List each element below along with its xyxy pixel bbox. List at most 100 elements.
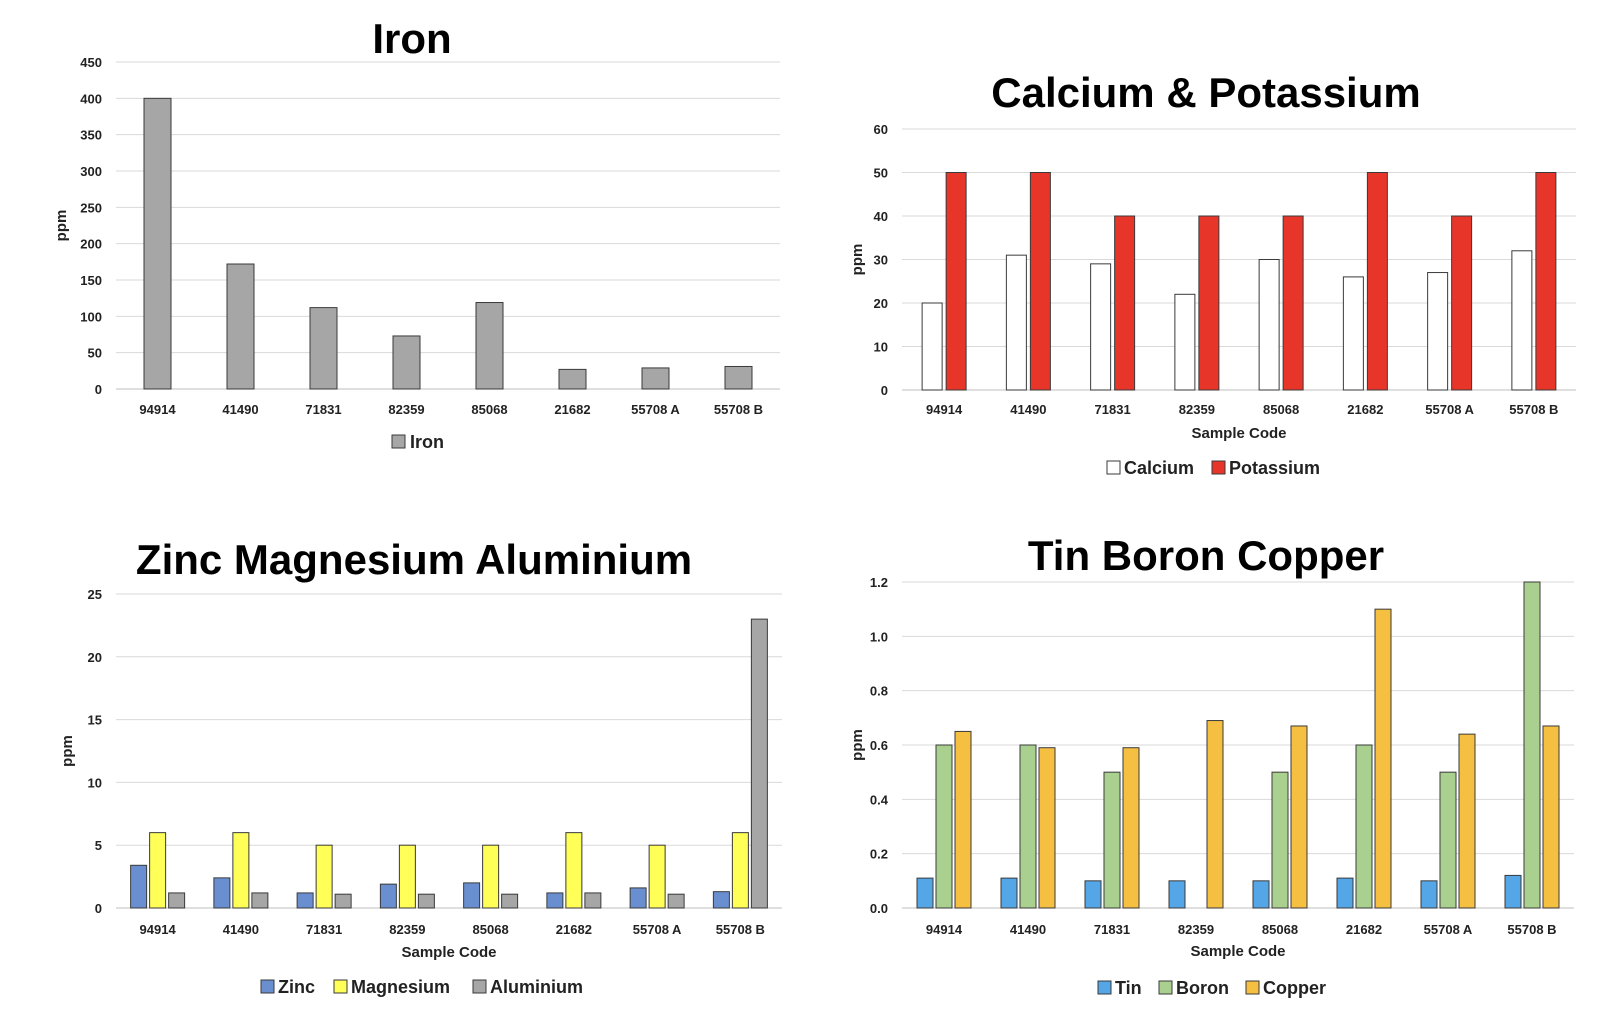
x-tick-label: 82359 bbox=[1179, 402, 1215, 417]
bar-boron-21682 bbox=[1355, 744, 1373, 909]
bar-copper-55708-b bbox=[1542, 725, 1560, 909]
bar-zinc-55708-a bbox=[629, 887, 647, 909]
bar-magnesium-71831 bbox=[315, 844, 333, 909]
y-tick-label: 1.2 bbox=[870, 575, 888, 590]
y-tick-label: 250 bbox=[80, 200, 102, 215]
legend-label-tin: Tin bbox=[1115, 978, 1142, 998]
bar-zinc-21682 bbox=[546, 892, 564, 909]
y-axis-label: ppm bbox=[59, 735, 76, 767]
y-axis-label: ppm bbox=[849, 729, 866, 761]
chart-iron: Iron 0 50 100 150 200 250 300 350 400 450 ppm 94914 4… bbox=[53, 15, 780, 452]
y-tick-label: 10 bbox=[874, 340, 888, 355]
y-tick-label: 350 bbox=[80, 128, 102, 143]
y-tick-label: 0 bbox=[881, 383, 888, 398]
bar-boron-55708-b bbox=[1523, 581, 1541, 909]
y-tick-label: 10 bbox=[88, 775, 102, 790]
bar-calcium-21682 bbox=[1342, 276, 1364, 391]
y-tick-label: 5 bbox=[95, 838, 102, 853]
bar-magnesium-82359 bbox=[398, 844, 416, 909]
x-tick-label: 71831 bbox=[1094, 922, 1130, 937]
legend-swatch-copper bbox=[1245, 980, 1260, 995]
x-tick-label: 41490 bbox=[222, 402, 258, 417]
bar-tin-82359 bbox=[1168, 880, 1186, 909]
bar-copper-85068 bbox=[1290, 725, 1308, 909]
bar-zinc-71831 bbox=[296, 892, 314, 909]
y-tick-label: 100 bbox=[80, 309, 102, 324]
x-tick-label: 21682 bbox=[1346, 922, 1382, 937]
bar-tin-94914 bbox=[916, 877, 934, 909]
bar-potassium-85068 bbox=[1282, 215, 1304, 391]
y-tick-label: 30 bbox=[874, 253, 888, 268]
bar-calcium-82359 bbox=[1174, 293, 1196, 391]
y-tick-label: 20 bbox=[88, 650, 102, 665]
bar-zinc-82359 bbox=[379, 883, 397, 909]
bar-potassium-71831 bbox=[1114, 215, 1136, 391]
y-tick-label: 300 bbox=[80, 164, 102, 179]
y-axis-label: ppm bbox=[849, 244, 866, 276]
legend-label-calcium: Calcium bbox=[1124, 458, 1194, 478]
bar-iron-55708-b bbox=[724, 365, 753, 390]
bar-copper-55708-a bbox=[1458, 733, 1476, 909]
bar-aluminium-85068 bbox=[501, 893, 519, 909]
chart-title: Zinc Magnesium Aluminium bbox=[136, 536, 692, 583]
x-tick-label: 85068 bbox=[1263, 402, 1299, 417]
bar-boron-94914 bbox=[935, 744, 953, 909]
bar-potassium-55708-a bbox=[1451, 215, 1473, 391]
legend-swatch-calcium bbox=[1106, 460, 1121, 475]
bar-potassium-94914 bbox=[945, 172, 967, 391]
x-tick-label: 55708 A bbox=[633, 922, 682, 937]
y-tick-label: 20 bbox=[874, 296, 888, 311]
x-tick-label: 82359 bbox=[388, 402, 424, 417]
y-tick-label: 0.6 bbox=[870, 738, 888, 753]
bar-potassium-41490 bbox=[1029, 172, 1051, 391]
legend-label-boron: Boron bbox=[1176, 978, 1229, 998]
x-tick-label: 94914 bbox=[139, 402, 176, 417]
bar-aluminium-94914 bbox=[168, 892, 186, 909]
x-axis-label: Sample Code bbox=[401, 944, 496, 961]
x-tick-label: 82359 bbox=[389, 922, 425, 937]
bar-aluminium-55708-b bbox=[750, 618, 768, 909]
x-tick-label: 41490 bbox=[1010, 922, 1046, 937]
bar-calcium-55708-b bbox=[1511, 250, 1533, 391]
chart-title: Tin Boron Copper bbox=[1028, 532, 1384, 579]
bar-aluminium-82359 bbox=[417, 893, 435, 909]
bar-aluminium-55708-a bbox=[667, 893, 685, 909]
bar-calcium-85068 bbox=[1258, 259, 1280, 391]
x-tick-label: 55708 B bbox=[1509, 402, 1558, 417]
legend-label-magnesium: Magnesium bbox=[351, 977, 450, 997]
x-tick-label: 82359 bbox=[1178, 922, 1214, 937]
x-axis-label: Sample Code bbox=[1190, 943, 1285, 960]
legend-swatch-tin bbox=[1097, 980, 1112, 995]
bar-copper-41490 bbox=[1038, 747, 1056, 909]
bar-copper-94914 bbox=[954, 730, 972, 909]
bar-tin-41490 bbox=[1000, 877, 1018, 909]
bar-iron-41490 bbox=[226, 263, 255, 390]
y-tick-label: 50 bbox=[88, 346, 102, 361]
x-tick-label: 55708 B bbox=[1507, 922, 1556, 937]
chart-zinc-magnesium-aluminium: Zinc Magnesium Aluminium 0 5 10 15 20 25 ppm 949… bbox=[59, 536, 782, 997]
y-tick-label: 15 bbox=[88, 713, 102, 728]
legend-swatch-boron bbox=[1158, 980, 1173, 995]
bar-iron-82359 bbox=[392, 335, 421, 390]
x-tick-label: 71831 bbox=[305, 402, 341, 417]
legend-swatch-aluminium bbox=[472, 979, 487, 994]
bar-calcium-55708-a bbox=[1427, 272, 1449, 391]
y-tick-label: 450 bbox=[80, 55, 102, 70]
chart-tin-boron-copper: Tin Boron Copper 0.0 0.2 0.4 0.6 0.8 1.0 1.2 ppm… bbox=[849, 532, 1574, 998]
bar-iron-21682 bbox=[558, 368, 587, 390]
y-tick-label: 0.8 bbox=[870, 684, 888, 699]
bar-iron-85068 bbox=[475, 302, 504, 390]
x-tick-label: 94914 bbox=[926, 922, 963, 937]
bar-tin-71831 bbox=[1084, 880, 1102, 909]
chart-calcium-potassium: Calcium & Potassium 0 10 20 30 40 50 60 ppm 94914… bbox=[849, 69, 1576, 478]
bar-magnesium-85068 bbox=[482, 844, 500, 909]
bar-magnesium-55708-b bbox=[731, 832, 749, 909]
legend-swatch-potassium bbox=[1211, 460, 1226, 475]
bar-potassium-21682 bbox=[1366, 172, 1388, 391]
x-tick-label: 21682 bbox=[556, 922, 592, 937]
x-tick-label: 55708 B bbox=[714, 402, 763, 417]
bar-tin-21682 bbox=[1336, 877, 1354, 909]
bar-zinc-41490 bbox=[213, 877, 231, 909]
chart-title: Iron bbox=[372, 15, 451, 62]
